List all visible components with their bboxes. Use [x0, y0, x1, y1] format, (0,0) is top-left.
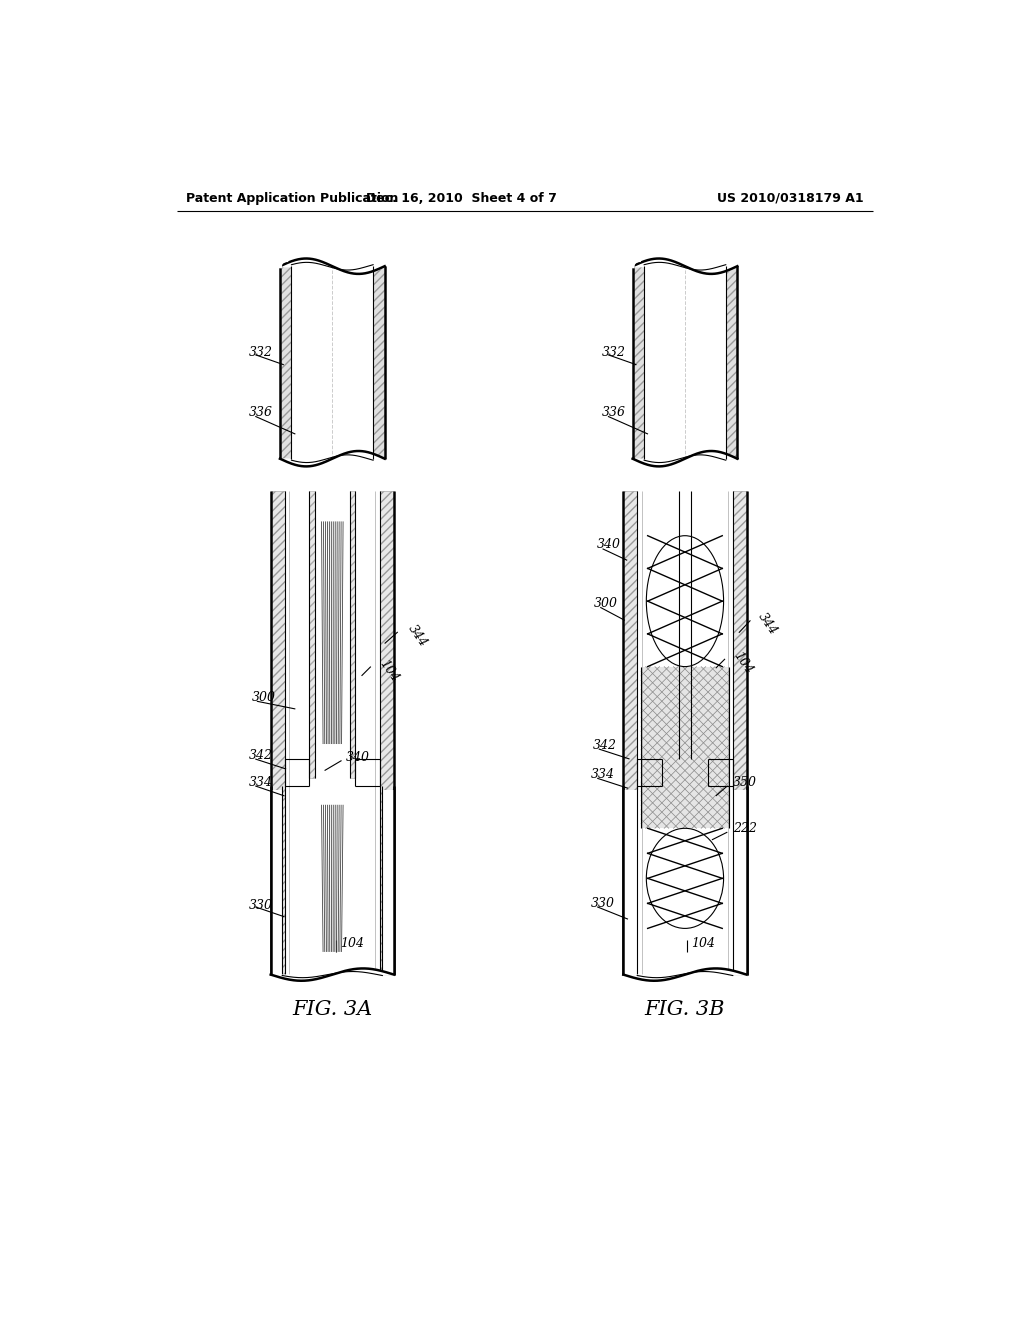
Text: 336: 336: [602, 407, 626, 418]
Bar: [726, 267, 737, 459]
Bar: [733, 491, 746, 974]
Text: 330: 330: [249, 899, 273, 912]
Text: Patent Application Publication: Patent Application Publication: [186, 191, 398, 205]
Text: 300: 300: [252, 690, 275, 704]
Bar: [731, 789, 746, 974]
Bar: [270, 789, 283, 974]
Text: 336: 336: [249, 407, 273, 418]
Text: Dec. 16, 2010  Sheet 4 of 7: Dec. 16, 2010 Sheet 4 of 7: [367, 191, 557, 205]
Bar: [309, 491, 314, 779]
Bar: [380, 491, 394, 974]
Text: FIG. 3A: FIG. 3A: [292, 999, 373, 1019]
Text: FIG. 3B: FIG. 3B: [645, 999, 725, 1019]
Bar: [624, 491, 637, 974]
Text: 340: 340: [596, 539, 621, 552]
Bar: [285, 491, 380, 974]
Text: 332: 332: [249, 346, 273, 359]
Bar: [350, 491, 355, 779]
Text: 334: 334: [249, 776, 273, 788]
Bar: [382, 789, 394, 974]
Bar: [644, 267, 726, 459]
Bar: [624, 789, 639, 974]
Text: 344: 344: [406, 622, 430, 649]
Text: 342: 342: [593, 739, 616, 751]
Text: 334: 334: [591, 768, 615, 781]
Bar: [314, 491, 350, 779]
Text: 350: 350: [733, 776, 757, 788]
Text: 104: 104: [340, 937, 364, 950]
Bar: [292, 267, 373, 459]
Text: 332: 332: [602, 346, 626, 359]
Bar: [270, 491, 285, 974]
Text: US 2010/0318179 A1: US 2010/0318179 A1: [717, 191, 863, 205]
Text: 340: 340: [346, 751, 370, 764]
Text: 104: 104: [731, 649, 756, 676]
Text: 342: 342: [249, 748, 273, 762]
Text: 330: 330: [591, 898, 615, 911]
Bar: [280, 267, 292, 459]
Bar: [637, 491, 733, 974]
Bar: [641, 667, 729, 829]
Text: 104: 104: [377, 657, 401, 684]
Text: 300: 300: [594, 597, 618, 610]
Text: 104: 104: [691, 937, 715, 950]
Bar: [633, 267, 644, 459]
Text: 222: 222: [733, 822, 757, 834]
Bar: [373, 267, 385, 459]
Text: 344: 344: [756, 611, 780, 638]
